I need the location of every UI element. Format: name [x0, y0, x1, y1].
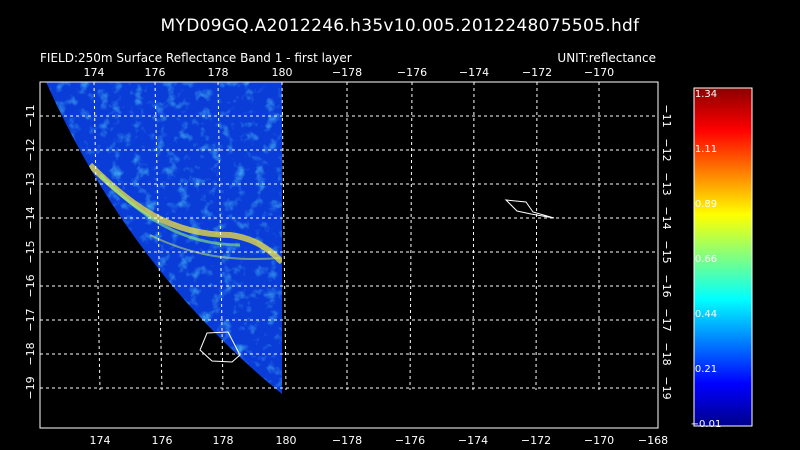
right-lat-tick: −17 — [660, 308, 673, 331]
right-lat-tick: −13 — [660, 172, 673, 195]
left-lat-tick: −13 — [24, 172, 37, 195]
colorbar-tick-label: 0.66 — [695, 254, 717, 265]
map-frame — [39, 81, 659, 429]
left-lat-tick: −18 — [24, 342, 37, 365]
right-lat-tick: −19 — [660, 376, 673, 399]
bottom-lon-tick: −174 — [458, 434, 488, 447]
bottom-lon-tick: −176 — [395, 434, 425, 447]
bottom-lon-tick: 178 — [213, 434, 234, 447]
colorbar-tick-label: 0.89 — [695, 199, 717, 210]
top-lon-tick: 178 — [208, 66, 229, 79]
top-lon-tick: −178 — [332, 66, 362, 79]
left-lat-tick: −12 — [24, 138, 37, 161]
right-lat-tick: −15 — [660, 240, 673, 263]
left-lat-tick: −17 — [24, 308, 37, 331]
field-label: FIELD:250m Surface Reflectance Band 1 - … — [40, 51, 352, 65]
bottom-lon-tick: 180 — [276, 434, 297, 447]
bottom-lon-tick: −170 — [584, 434, 614, 447]
left-lat-tick: −16 — [24, 274, 37, 297]
top-lon-tick: −170 — [584, 66, 614, 79]
colorbar-tick-label: −0.01 — [691, 419, 722, 430]
bottom-lon-tick: −178 — [332, 434, 362, 447]
top-lon-tick: 180 — [272, 66, 293, 79]
right-lat-tick: −11 — [660, 104, 673, 127]
right-lat-tick: −14 — [660, 206, 673, 229]
left-lat-tick: −15 — [24, 240, 37, 263]
right-lat-tick: −16 — [660, 274, 673, 297]
left-lat-tick: −19 — [24, 376, 37, 399]
file-title: MYD09GQ.A2012246.h35v10.005.201224807550… — [160, 16, 640, 36]
top-lon-tick: −176 — [397, 66, 427, 79]
colorbar-tick-label: 1.11 — [695, 144, 717, 155]
top-lon-tick: −172 — [522, 66, 552, 79]
left-lat-tick: −14 — [24, 206, 37, 229]
island-outline — [504, 199, 555, 219]
bottom-lon-tick: −168 — [638, 434, 668, 447]
colorbar-tick-label: 0.21 — [695, 364, 717, 375]
top-lon-tick: −174 — [459, 66, 489, 79]
graticule — [40, 81, 658, 391]
colorbar-tick-label: 1.34 — [695, 89, 717, 100]
top-lon-tick: 174 — [84, 66, 105, 79]
bottom-lon-tick: 176 — [152, 434, 173, 447]
island-outline — [199, 331, 241, 363]
colorbar — [693, 87, 753, 427]
unit-label: UNIT:reflectance — [557, 51, 656, 65]
colorbar-tick-label: 0.44 — [695, 309, 717, 320]
right-lat-tick: −18 — [660, 342, 673, 365]
bottom-lon-tick: −172 — [521, 434, 551, 447]
right-lat-tick: −12 — [660, 138, 673, 161]
top-lon-tick: 176 — [145, 66, 166, 79]
bottom-lon-tick: 174 — [90, 434, 111, 447]
left-lat-tick: −11 — [24, 104, 37, 127]
